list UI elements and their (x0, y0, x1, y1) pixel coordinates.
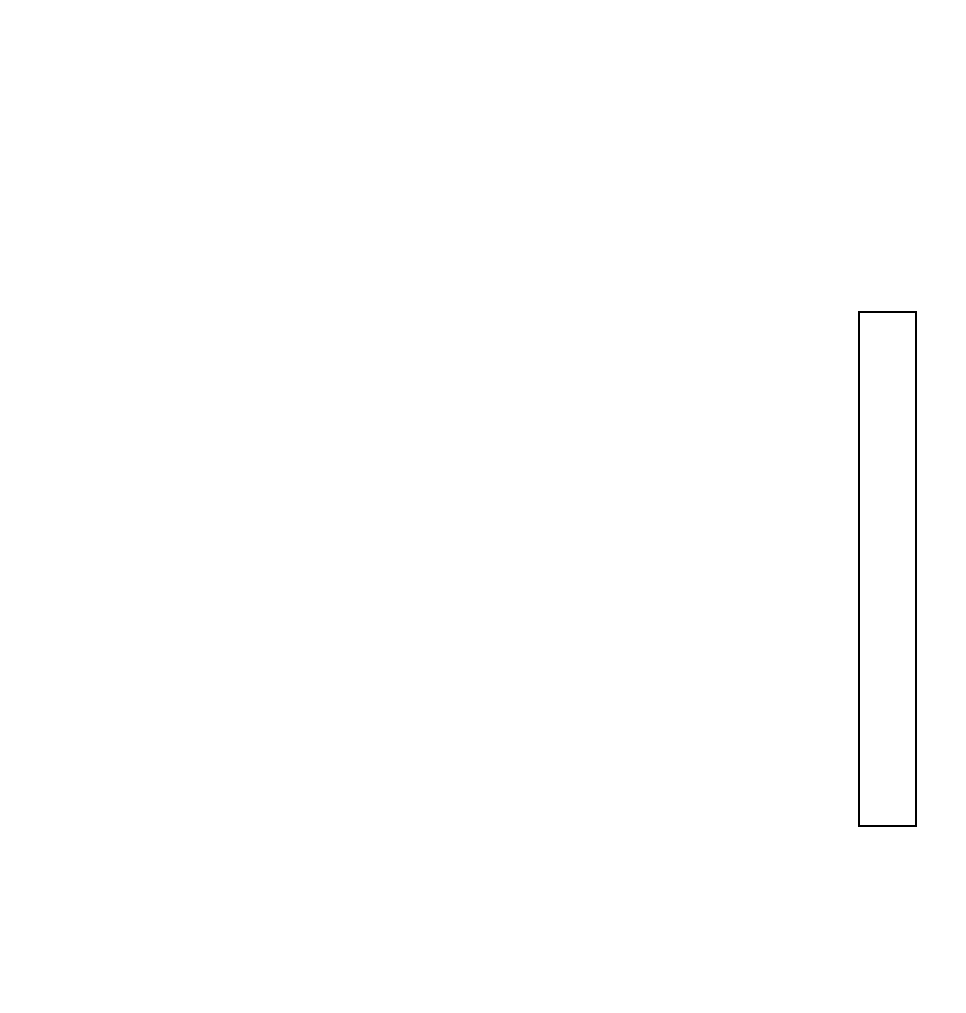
colorbar (858, 311, 917, 827)
